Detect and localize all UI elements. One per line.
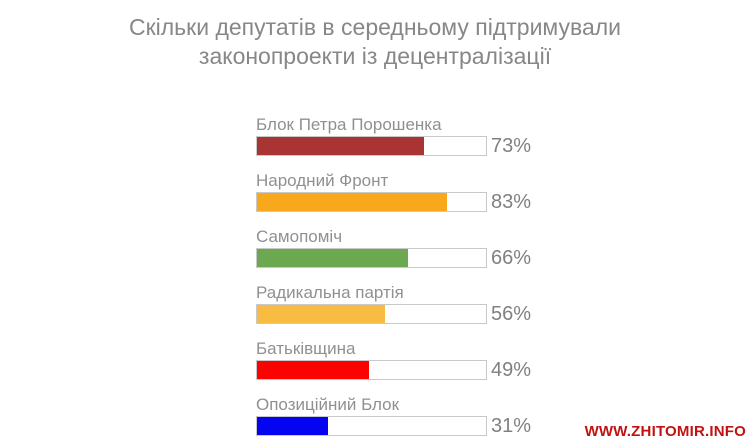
bar-label: Батьківщина xyxy=(256,339,356,358)
chart-title-line1: Скільки депутатів в середньому підтримув… xyxy=(128,14,622,40)
bar-value-label: 73% xyxy=(491,135,532,157)
bar-group: Опозиційний Блок 31% xyxy=(256,394,531,436)
bar-group: Самопоміч 66% xyxy=(256,226,531,268)
bar-value-label: 49% xyxy=(491,359,532,381)
bar-group: Народний Фронт 83% xyxy=(256,170,531,212)
bar-line: 66% xyxy=(256,248,531,268)
bar-value-label: 56% xyxy=(491,303,532,325)
bar-track xyxy=(256,192,487,212)
bar-value-label: 31% xyxy=(491,415,532,437)
bar-label: Опозиційний Блок xyxy=(256,395,400,414)
bar-line: 49% xyxy=(256,360,531,380)
bar-rows: Блок Петра Порошенка 73% Народний Фронт 83%… xyxy=(256,114,531,444)
bar-fill xyxy=(257,249,409,267)
bar-fill xyxy=(257,305,386,323)
chart-title-line2: законопроекти із децентралізації xyxy=(198,43,552,69)
bar-label: Блок Петра Порошенка xyxy=(256,115,442,134)
bar-fill xyxy=(257,417,328,435)
bar-label: Радикальна партія xyxy=(256,283,404,302)
bar-line: 73% xyxy=(256,136,531,156)
chart-title: Скільки депутатів в середньому підтримув… xyxy=(0,13,750,71)
bar-line: 31% xyxy=(256,416,531,436)
bar-track xyxy=(256,304,487,324)
bar-label: Народний Фронт xyxy=(256,171,389,190)
bar-group: Радикальна партія 56% xyxy=(256,282,531,324)
bar-track xyxy=(256,416,487,436)
bar-track xyxy=(256,360,487,380)
bar-group: Блок Петра Порошенка 73% xyxy=(256,114,531,156)
bar-value-label: 66% xyxy=(491,247,532,269)
watermark: WWW.ZHITOMIR.INFO xyxy=(584,423,746,440)
bar-fill xyxy=(257,361,370,379)
bar-track xyxy=(256,136,487,156)
bar-group: Батьківщина 49% xyxy=(256,338,531,380)
bar-label: Самопоміч xyxy=(256,227,343,246)
bar-track xyxy=(256,248,487,268)
bar-fill xyxy=(257,137,425,155)
bar-value-label: 83% xyxy=(491,191,532,213)
bar-line: 83% xyxy=(256,192,531,212)
bar-line: 56% xyxy=(256,304,531,324)
bar-fill xyxy=(257,193,448,211)
